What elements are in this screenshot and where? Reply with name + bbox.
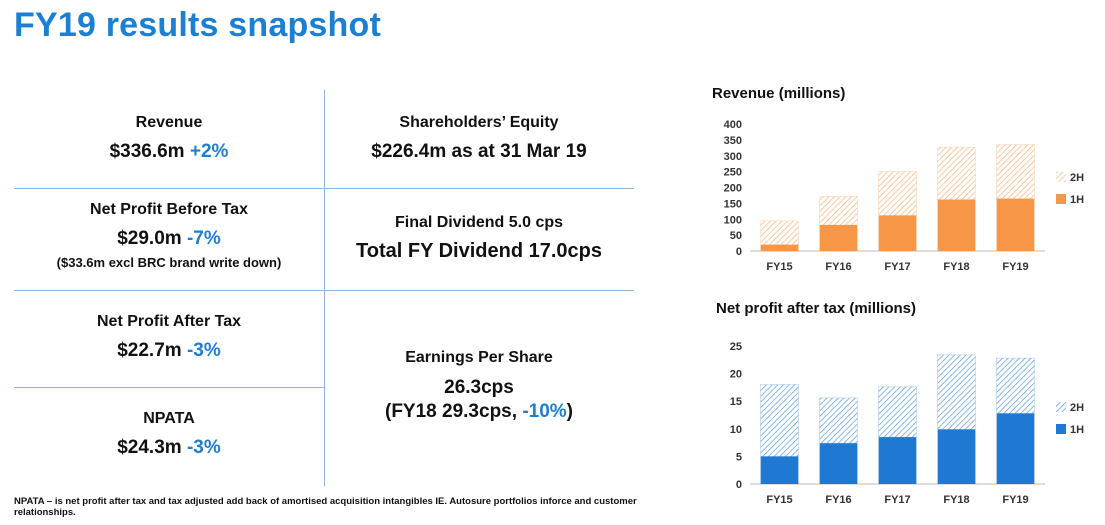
revenue-chart-title: Revenue (millions): [712, 85, 846, 102]
bar-1H-FY17: [878, 437, 917, 484]
y-tick-label: 350: [724, 135, 742, 147]
x-tick-label: FY15: [766, 494, 792, 506]
npata-value-line: $24.3m -3%: [14, 437, 324, 459]
equity-cell: Shareholders’ Equity $226.4m as at 31 Ma…: [324, 114, 634, 163]
npbt-change: -7%: [186, 228, 221, 249]
npat-chart-title: Net profit after tax (millions): [716, 300, 917, 317]
npat-value: $22.7m: [117, 340, 182, 361]
bar-2H-FY19: [996, 144, 1035, 199]
bar-1H-FY16: [819, 443, 858, 484]
table-divider-row-2: [14, 290, 634, 291]
eps-comparison-suffix: ): [566, 401, 573, 422]
eps-value: 26.3cps: [444, 377, 514, 398]
bar-2H-FY18: [937, 146, 976, 200]
bar-1H-FY17: [878, 215, 917, 251]
revenue-label: Revenue: [135, 114, 203, 131]
npat-value-line: $22.7m -3%: [14, 340, 324, 362]
bar-1H-FY15: [760, 244, 799, 251]
revenue-value-line: $336.6m +2%: [14, 141, 324, 163]
x-tick-label: FY17: [884, 494, 910, 506]
revenue-chart: 0 50 100 150 200 250 300 350 400 FY15 FY16 FY17 FY18…: [724, 119, 1084, 273]
equity-label: Shareholders’ Equity: [399, 114, 559, 131]
npat-chart: 0 5 10 15 20 25 FY15 FY16 FY17 FY18 FY19 2H 1H: [730, 341, 1084, 506]
x-tick-label: FY15: [766, 261, 792, 273]
y-tick-label: 25: [730, 341, 742, 353]
bar-2H-FY17: [878, 171, 917, 216]
table-divider-row-3: [14, 387, 324, 388]
npbt-value-line: $29.0m -7%: [14, 228, 324, 250]
legend-swatch-2H: [1056, 402, 1066, 412]
bar-1H-FY15: [760, 456, 799, 484]
npbt-value: $29.0m: [117, 228, 182, 249]
table-divider-row-1: [14, 188, 634, 189]
revenue-value: $336.6m: [109, 141, 185, 162]
y-tick-label: 150: [724, 198, 742, 210]
legend-label-2H: 2H: [1070, 172, 1084, 184]
bar-1H-FY16: [819, 224, 858, 251]
revenue-cell: Revenue $336.6m +2%: [14, 114, 324, 163]
y-tick-label: 0: [736, 246, 742, 258]
y-tick-label: 10: [730, 424, 742, 436]
bar-2H-FY16: [819, 196, 858, 226]
legend-label-1H: 1H: [1070, 424, 1084, 436]
bar-2H-FY19: [996, 357, 1035, 414]
legend-label-1H: 1H: [1070, 194, 1084, 206]
eps-change: -10%: [522, 401, 567, 422]
legend-swatch-2H: [1056, 172, 1066, 182]
table-divider-vertical: [324, 90, 325, 486]
bar-2H-FY17: [878, 386, 917, 438]
y-tick-label: 300: [724, 151, 742, 163]
eps-comparison: (FY18 29.3cps, -10%): [324, 401, 634, 423]
final-dividend: Final Dividend 5.0 cps: [394, 214, 564, 231]
npat-cell: Net Profit After Tax $22.7m -3%: [14, 313, 324, 362]
bar-1H-FY19: [996, 413, 1035, 484]
dividend-cell: Final Dividend 5.0 cps Total FY Dividend…: [324, 214, 634, 263]
x-tick-label: FY16: [825, 261, 851, 273]
npata-change: -3%: [186, 437, 221, 458]
page-title: FY19 results snapshot: [14, 6, 381, 44]
legend-swatch-1H: [1056, 424, 1066, 434]
y-tick-label: 5: [736, 451, 742, 463]
bar-2H-FY18: [937, 354, 976, 430]
npata-value: $24.3m: [117, 437, 182, 458]
npbt-cell: Net Profit Before Tax $29.0m -7% ($33.6m…: [14, 201, 324, 270]
x-tick-label: FY19: [1002, 261, 1028, 273]
npat-change: -3%: [186, 340, 221, 361]
npat-label: Net Profit After Tax: [96, 313, 241, 330]
bar-2H-FY15: [760, 384, 799, 457]
y-tick-label: 20: [730, 369, 742, 381]
footnote: NPATA – is net profit after tax and tax …: [14, 496, 637, 518]
y-tick-label: 50: [730, 230, 742, 242]
legend-swatch-1H: [1056, 194, 1066, 204]
equity-value: $226.4m as at 31 Mar 19: [371, 141, 587, 162]
npbt-label: Net Profit Before Tax: [90, 201, 248, 218]
revenue-change: +2%: [189, 141, 229, 162]
eps-comparison-prefix: (FY18 29.3cps,: [385, 401, 518, 422]
y-tick-label: 15: [730, 396, 742, 408]
y-tick-label: 250: [724, 167, 742, 179]
y-tick-label: 400: [724, 119, 742, 131]
eps-label: Earnings Per Share: [405, 349, 553, 366]
bar-2H-FY15: [760, 220, 799, 245]
bar-1H-FY18: [937, 199, 976, 251]
y-tick-label: 200: [724, 183, 742, 195]
x-tick-label: FY18: [943, 261, 969, 273]
total-dividend: Total FY Dividend 17.0cps: [356, 240, 602, 262]
x-tick-label: FY19: [1002, 494, 1028, 506]
y-tick-label: 0: [736, 479, 742, 491]
x-tick-label: FY16: [825, 494, 851, 506]
bar-2H-FY16: [819, 397, 858, 444]
bar-1H-FY18: [937, 429, 976, 484]
bar-1H-FY19: [996, 198, 1035, 251]
npata-label: NPATA: [143, 410, 195, 427]
legend-label-2H: 2H: [1070, 402, 1084, 414]
x-tick-label: FY18: [943, 494, 969, 506]
npata-cell: NPATA $24.3m -3%: [14, 410, 324, 459]
npbt-note: ($33.6m excl BRC brand write down): [56, 255, 282, 270]
y-tick-label: 100: [724, 214, 742, 226]
eps-cell: Earnings Per Share 26.3cps (FY18 29.3cps…: [324, 349, 634, 423]
x-tick-label: FY17: [884, 261, 910, 273]
